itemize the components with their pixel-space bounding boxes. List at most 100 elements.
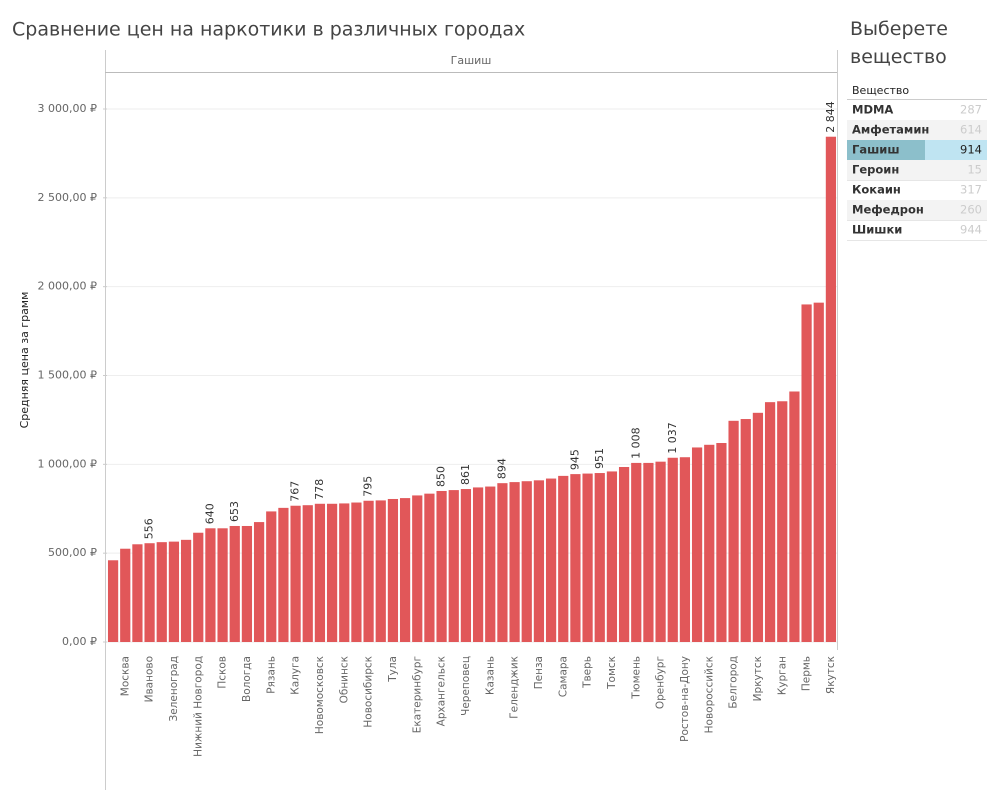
bar — [412, 495, 423, 642]
bar — [679, 457, 691, 642]
bar — [497, 483, 508, 642]
facet-header: Гашиш — [451, 54, 492, 67]
x-tick-label: Новомосковск — [314, 656, 326, 734]
filter-row-bg — [847, 160, 987, 180]
bar — [789, 391, 800, 642]
bar — [120, 548, 131, 642]
x-tick-label: Тюмень — [630, 656, 642, 700]
x-tick-label: Якутск — [825, 656, 837, 694]
bar — [107, 560, 119, 642]
x-tick-label: Иркутск — [752, 656, 764, 701]
filter-item[interactable]: MDMA — [852, 103, 893, 117]
value-label: 767 — [289, 481, 302, 502]
bar — [485, 486, 496, 642]
bar — [606, 471, 618, 642]
bar — [752, 412, 764, 642]
bar — [375, 500, 386, 642]
x-tick-label: Оренбург — [655, 656, 667, 709]
filter-item[interactable]: Мефедрон — [852, 203, 924, 217]
bar — [570, 474, 581, 642]
filter-selected-bar — [847, 140, 925, 160]
value-label: 778 — [313, 479, 326, 500]
x-tick-label: Геленджик — [509, 656, 521, 719]
bar — [618, 466, 630, 642]
filter-count: 260 — [960, 203, 982, 217]
filter-item[interactable]: Амфетамин — [852, 123, 929, 137]
bar — [436, 490, 447, 642]
filter-row-bg — [847, 120, 987, 140]
filter-count: 944 — [960, 223, 982, 237]
bar — [180, 539, 192, 642]
x-tick-label: Самара — [557, 656, 569, 697]
bar — [290, 505, 301, 642]
filter-item[interactable]: Героин — [852, 163, 899, 177]
bar — [509, 482, 520, 642]
bar — [460, 489, 472, 642]
filter-row-bg — [847, 200, 987, 220]
y-tick-label: 2 500,00 ₽ — [38, 191, 97, 204]
bar — [424, 493, 435, 642]
x-tick-label: Тула — [387, 656, 399, 683]
x-tick-label: Нижний Новгород — [192, 656, 204, 757]
bar — [533, 480, 545, 642]
bar — [545, 478, 557, 642]
bar — [399, 498, 411, 642]
y-tick-label: 500,00 ₽ — [48, 546, 97, 559]
value-label: 1 008 — [629, 427, 642, 459]
x-tick-label: Псков — [217, 656, 229, 689]
filter-item[interactable]: Гашиш — [852, 143, 900, 157]
bar — [278, 507, 289, 642]
filter-item[interactable]: Кокаин — [852, 183, 901, 197]
bar — [655, 461, 666, 642]
value-label: 861 — [459, 464, 472, 485]
bar — [448, 490, 459, 642]
x-tick-label: Зеленоград — [168, 656, 180, 722]
x-tick-label: Пермь — [801, 656, 813, 691]
chart-title: Сравнение цен на наркотики в различных г… — [12, 19, 525, 41]
bar — [704, 444, 715, 642]
bar — [764, 402, 776, 642]
filter-count: 914 — [960, 143, 982, 157]
filter-count: 15 — [967, 163, 982, 177]
x-tick-label: Ростов-на-Дону — [679, 656, 691, 742]
bar — [363, 500, 374, 642]
bar — [168, 541, 180, 642]
bar — [594, 473, 605, 642]
bar — [326, 503, 338, 642]
bar — [229, 525, 240, 642]
bar — [728, 420, 739, 642]
x-tick-label: Белгород — [728, 656, 740, 709]
filter-item[interactable]: Шишки — [852, 223, 902, 237]
x-tick-label: Обнинск — [338, 656, 350, 703]
value-label: 850 — [435, 466, 448, 487]
value-label: 556 — [143, 518, 156, 539]
value-label: 653 — [228, 501, 241, 522]
bar — [716, 443, 727, 642]
x-tick-label: Москва — [119, 656, 131, 696]
bar — [667, 457, 678, 642]
x-tick-label: Вологда — [241, 656, 253, 702]
x-tick-label: Новороссийск — [703, 656, 715, 733]
x-tick-label: Новосибирск — [363, 656, 375, 728]
bar — [144, 543, 155, 642]
bar — [631, 462, 642, 642]
bar — [387, 498, 399, 642]
y-axis-label: Средняя цена за грамм — [18, 292, 31, 429]
bar — [813, 302, 824, 642]
bar — [558, 475, 569, 642]
bar — [241, 525, 253, 642]
bar — [314, 503, 326, 642]
bar — [302, 505, 313, 642]
bar — [472, 487, 484, 642]
x-tick-label: Иваново — [144, 656, 156, 702]
filter-count: 287 — [960, 103, 982, 117]
value-label: 945 — [568, 449, 581, 470]
filter-header: Вещество — [852, 84, 909, 97]
bar — [132, 544, 143, 642]
filter-count: 614 — [960, 123, 982, 137]
bar — [266, 511, 277, 642]
y-tick-label: 0,00 ₽ — [62, 635, 97, 648]
x-tick-label: Тверь — [582, 656, 594, 689]
bar — [193, 532, 204, 642]
